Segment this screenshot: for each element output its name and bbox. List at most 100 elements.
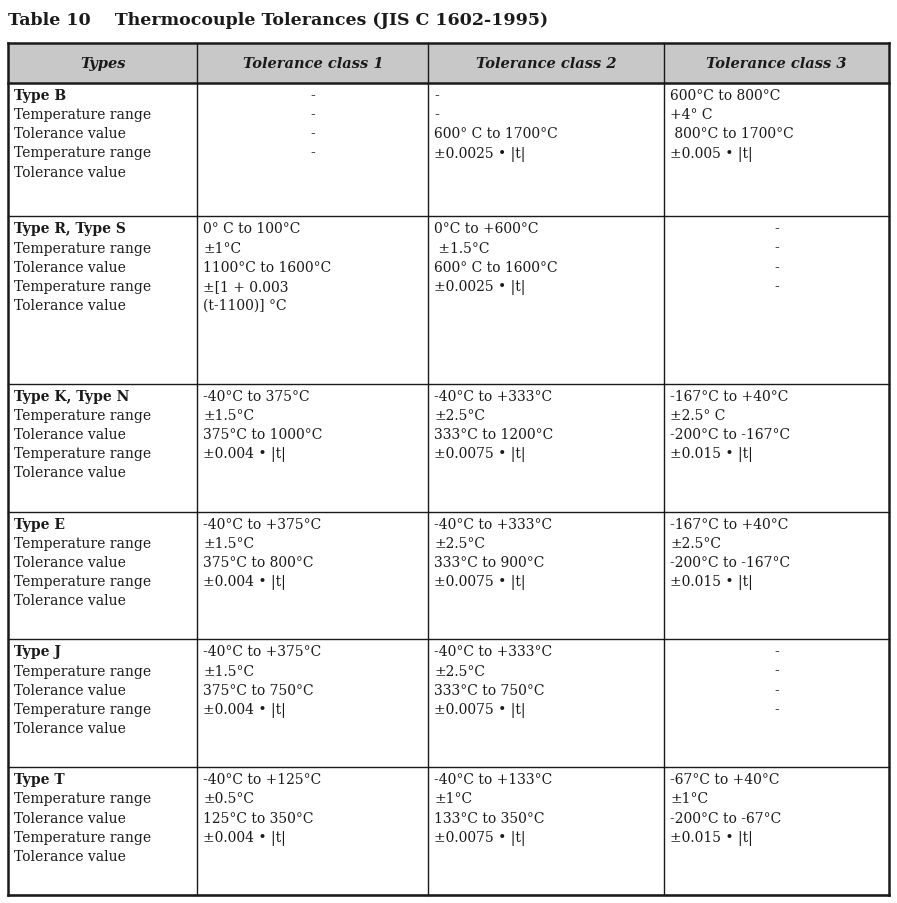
Text: ±0.005 • |t|: ±0.005 • |t| bbox=[670, 146, 753, 162]
Text: -: - bbox=[774, 703, 779, 716]
Text: ±1°C: ±1°C bbox=[434, 792, 473, 805]
Text: ±0.0025 • |t|: ±0.0025 • |t| bbox=[434, 280, 526, 294]
Text: ±0.0075 • |t|: ±0.0075 • |t| bbox=[434, 574, 526, 590]
Text: 600° C to 1600°C: 600° C to 1600°C bbox=[434, 260, 558, 275]
Text: Type J: Type J bbox=[14, 645, 61, 658]
Text: ±0.004 • |t|: ±0.004 • |t| bbox=[204, 703, 286, 717]
Text: ±0.004 • |t|: ±0.004 • |t| bbox=[204, 447, 286, 461]
Text: -40°C to +125°C: -40°C to +125°C bbox=[204, 772, 322, 787]
Text: Tolerance class 1: Tolerance class 1 bbox=[242, 57, 383, 71]
Text: ±0.004 • |t|: ±0.004 • |t| bbox=[204, 574, 286, 590]
Text: ±2.5° C: ±2.5° C bbox=[670, 408, 726, 423]
Text: Temperature range: Temperature range bbox=[14, 447, 151, 461]
Text: ±0.015 • |t|: ±0.015 • |t| bbox=[670, 447, 753, 461]
Text: 333°C to 1200°C: 333°C to 1200°C bbox=[434, 428, 553, 442]
Text: -: - bbox=[774, 280, 779, 293]
Text: -: - bbox=[774, 222, 779, 237]
Text: -40°C to +333°C: -40°C to +333°C bbox=[434, 389, 553, 404]
Text: Temperature range: Temperature range bbox=[14, 703, 151, 716]
Text: ±0.015 • |t|: ±0.015 • |t| bbox=[670, 574, 753, 590]
Text: 800°C to 1700°C: 800°C to 1700°C bbox=[670, 127, 794, 141]
Text: -: - bbox=[774, 260, 779, 275]
Text: 600° C to 1700°C: 600° C to 1700°C bbox=[434, 127, 558, 141]
Text: Tolerance value: Tolerance value bbox=[14, 299, 126, 312]
Text: -: - bbox=[310, 108, 315, 122]
Text: Temperature range: Temperature range bbox=[14, 108, 151, 122]
Text: Tolerance value: Tolerance value bbox=[14, 593, 126, 608]
Text: ±1.5°C: ±1.5°C bbox=[434, 241, 490, 256]
Text: -: - bbox=[774, 241, 779, 256]
Text: ±1°C: ±1°C bbox=[204, 241, 241, 256]
Text: ±2.5°C: ±2.5°C bbox=[670, 536, 721, 550]
Text: Tolerance class 3: Tolerance class 3 bbox=[707, 57, 847, 71]
Text: -67°C to +40°C: -67°C to +40°C bbox=[670, 772, 779, 787]
Text: +4° C: +4° C bbox=[670, 108, 713, 122]
Text: -: - bbox=[310, 88, 315, 103]
Text: -40°C to +133°C: -40°C to +133°C bbox=[434, 772, 553, 787]
Text: -: - bbox=[434, 88, 439, 103]
Text: Tolerance value: Tolerance value bbox=[14, 811, 126, 824]
Text: -: - bbox=[774, 645, 779, 658]
Text: Type R, Type S: Type R, Type S bbox=[14, 222, 126, 237]
Text: 0° C to 100°C: 0° C to 100°C bbox=[204, 222, 300, 237]
Text: -: - bbox=[310, 146, 315, 161]
Text: -: - bbox=[774, 664, 779, 678]
Text: -200°C to -167°C: -200°C to -167°C bbox=[670, 428, 790, 442]
Text: 375°C to 750°C: 375°C to 750°C bbox=[204, 683, 314, 697]
Text: -: - bbox=[434, 108, 439, 122]
Text: Table 10    Thermocouple Tolerances (JIS C 1602-1995): Table 10 Thermocouple Tolerances (JIS C … bbox=[8, 12, 548, 29]
Text: Type E: Type E bbox=[14, 517, 65, 531]
Text: Tolerance value: Tolerance value bbox=[14, 555, 126, 569]
Text: Tolerance value: Tolerance value bbox=[14, 466, 126, 480]
Text: Tolerance value: Tolerance value bbox=[14, 849, 126, 863]
Text: (t-1100)] °C: (t-1100)] °C bbox=[204, 299, 287, 312]
Text: 600°C to 800°C: 600°C to 800°C bbox=[670, 88, 780, 103]
Text: 1100°C to 1600°C: 1100°C to 1600°C bbox=[204, 260, 332, 275]
Text: Temperature range: Temperature range bbox=[14, 408, 151, 423]
Text: -40°C to +333°C: -40°C to +333°C bbox=[434, 517, 553, 531]
Text: -200°C to -67°C: -200°C to -67°C bbox=[670, 811, 781, 824]
Text: ±0.0075 • |t|: ±0.0075 • |t| bbox=[434, 703, 526, 717]
Text: -167°C to +40°C: -167°C to +40°C bbox=[670, 517, 788, 531]
Text: ±2.5°C: ±2.5°C bbox=[434, 664, 485, 678]
Text: -40°C to +333°C: -40°C to +333°C bbox=[434, 645, 553, 658]
Text: 333°C to 750°C: 333°C to 750°C bbox=[434, 683, 544, 697]
Text: ±0.015 • |t|: ±0.015 • |t| bbox=[670, 830, 753, 845]
Text: Tolerance value: Tolerance value bbox=[14, 165, 126, 180]
Text: 375°C to 800°C: 375°C to 800°C bbox=[204, 555, 314, 569]
Text: 333°C to 900°C: 333°C to 900°C bbox=[434, 555, 544, 569]
Text: ±1.5°C: ±1.5°C bbox=[204, 536, 255, 550]
Text: -40°C to 375°C: -40°C to 375°C bbox=[204, 389, 310, 404]
Text: Types: Types bbox=[80, 57, 126, 71]
Text: ±1.5°C: ±1.5°C bbox=[204, 408, 255, 423]
Text: 125°C to 350°C: 125°C to 350°C bbox=[204, 811, 314, 824]
Text: ±1.5°C: ±1.5°C bbox=[204, 664, 255, 678]
Text: Tolerance value: Tolerance value bbox=[14, 721, 126, 735]
Text: -: - bbox=[310, 127, 315, 141]
Text: Type B: Type B bbox=[14, 88, 66, 103]
Text: -40°C to +375°C: -40°C to +375°C bbox=[204, 517, 322, 531]
Text: 0°C to +600°C: 0°C to +600°C bbox=[434, 222, 539, 237]
Text: Temperature range: Temperature range bbox=[14, 830, 151, 843]
Text: ±1°C: ±1°C bbox=[670, 792, 709, 805]
Text: Tolerance value: Tolerance value bbox=[14, 683, 126, 697]
Text: Tolerance value: Tolerance value bbox=[14, 260, 126, 275]
Text: Type K, Type N: Type K, Type N bbox=[14, 389, 129, 404]
Text: Tolerance value: Tolerance value bbox=[14, 127, 126, 141]
Text: ±0.0075 • |t|: ±0.0075 • |t| bbox=[434, 830, 526, 845]
Text: Temperature range: Temperature range bbox=[14, 241, 151, 256]
Text: ±2.5°C: ±2.5°C bbox=[434, 408, 485, 423]
Text: ±0.004 • |t|: ±0.004 • |t| bbox=[204, 830, 286, 845]
Text: Tolerance value: Tolerance value bbox=[14, 428, 126, 442]
Text: -40°C to +375°C: -40°C to +375°C bbox=[204, 645, 322, 658]
Text: -167°C to +40°C: -167°C to +40°C bbox=[670, 389, 788, 404]
Text: Tolerance class 2: Tolerance class 2 bbox=[476, 57, 616, 71]
Text: ±0.5°C: ±0.5°C bbox=[204, 792, 255, 805]
Text: 375°C to 1000°C: 375°C to 1000°C bbox=[204, 428, 323, 442]
Text: 133°C to 350°C: 133°C to 350°C bbox=[434, 811, 544, 824]
Text: Temperature range: Temperature range bbox=[14, 664, 151, 678]
Text: ±0.0075 • |t|: ±0.0075 • |t| bbox=[434, 447, 526, 461]
Text: ±2.5°C: ±2.5°C bbox=[434, 536, 485, 550]
Text: Temperature range: Temperature range bbox=[14, 536, 151, 550]
Text: -: - bbox=[774, 683, 779, 697]
